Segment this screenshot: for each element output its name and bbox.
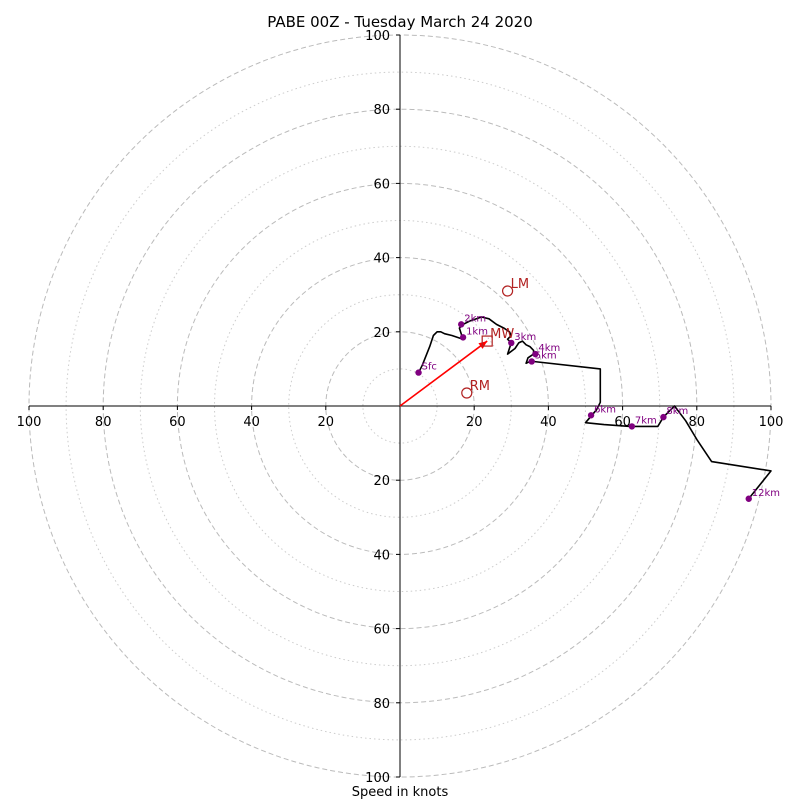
height-label-sfc: Sfc bbox=[422, 362, 437, 373]
height-label-5km: 5km bbox=[535, 350, 557, 361]
x-tick-label: 20 bbox=[466, 415, 483, 430]
height-point-sfc bbox=[415, 369, 422, 376]
storm-motion-lm-marker bbox=[501, 285, 514, 297]
height-point-12km bbox=[745, 495, 752, 502]
height-point-5km bbox=[528, 358, 535, 365]
y-tick-label: 100 bbox=[365, 771, 390, 786]
x-tick-label: 40 bbox=[243, 415, 260, 430]
storm-motion-rm-label: RM bbox=[470, 379, 490, 394]
y-tick-label: 40 bbox=[373, 252, 390, 267]
mean-wind-arrow-head bbox=[478, 341, 488, 349]
height-point-1km bbox=[459, 334, 467, 341]
mean-wind-arrow bbox=[399, 340, 488, 407]
height-point-4km bbox=[532, 350, 539, 358]
x-tick-label: 80 bbox=[95, 415, 112, 430]
y-tick-label: 60 bbox=[373, 177, 390, 192]
y-tick-label: 80 bbox=[373, 103, 390, 118]
y-tick-label: 40 bbox=[373, 548, 390, 563]
storm-motion-mw-label: MW bbox=[490, 327, 514, 342]
x-axis-label: Speed in knots bbox=[352, 785, 449, 800]
height-point-8km bbox=[660, 413, 667, 421]
x-tick-label: 20 bbox=[318, 415, 335, 430]
y-tick-label: 80 bbox=[373, 697, 390, 712]
y-tick-label: 60 bbox=[373, 623, 390, 638]
x-tick-label: 60 bbox=[614, 415, 631, 430]
height-label-1km: 1km bbox=[466, 326, 488, 337]
height-point-2km bbox=[458, 321, 465, 328]
height-label-2km: 2km bbox=[464, 313, 486, 324]
storm-motion-lm-label: LM bbox=[511, 277, 529, 292]
y-tick-label: 100 bbox=[365, 29, 390, 44]
height-point-6km bbox=[587, 412, 595, 419]
x-tick-label: 100 bbox=[759, 415, 784, 430]
height-point-7km bbox=[628, 423, 636, 430]
height-label-7km: 7km bbox=[635, 415, 657, 426]
chart-title: PABE 00Z - Tuesday March 24 2020 bbox=[267, 13, 533, 31]
x-tick-label: 60 bbox=[169, 415, 186, 430]
mean-wind-arrow-shaft bbox=[399, 340, 488, 407]
x-tick-label: 80 bbox=[689, 415, 706, 430]
x-tick-label: 100 bbox=[17, 415, 42, 430]
height-point-3km bbox=[508, 339, 515, 347]
y-tick-label: 20 bbox=[373, 326, 390, 341]
height-label-8km: 8km bbox=[666, 406, 688, 417]
height-label-4km: 4km bbox=[538, 343, 560, 354]
height-label-6km: 6km bbox=[594, 404, 616, 415]
x-tick-label: 40 bbox=[540, 415, 557, 430]
storm-motion-rm-marker bbox=[461, 387, 473, 399]
height-label-3km: 3km bbox=[514, 332, 536, 343]
y-tick-label: 20 bbox=[373, 474, 390, 489]
storm-motion-points: LM RM MW bbox=[461, 277, 529, 399]
storm-motion-mw-marker bbox=[481, 335, 493, 347]
height-label-12km: 12km bbox=[752, 488, 780, 499]
